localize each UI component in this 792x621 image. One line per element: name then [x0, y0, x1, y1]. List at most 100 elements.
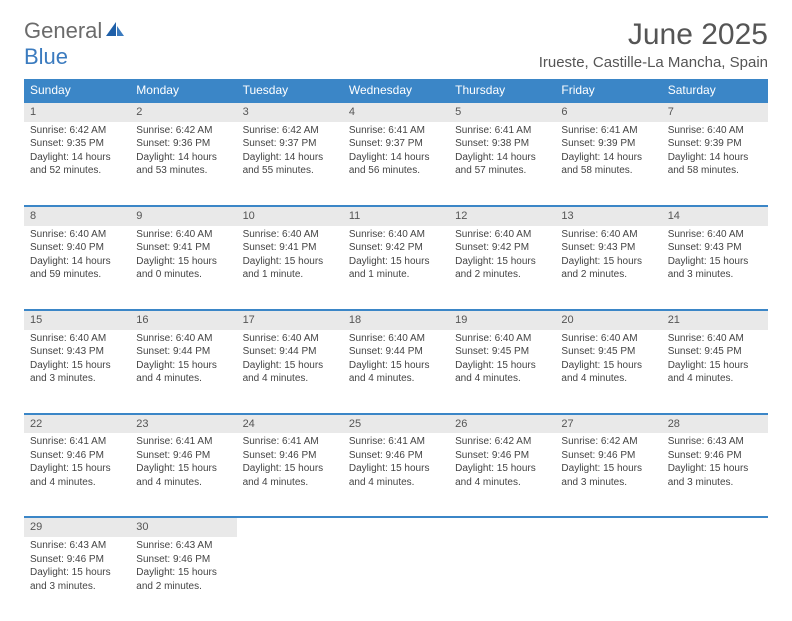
daylight-text: and 2 minutes.	[136, 580, 230, 594]
day-number-cell: 3	[237, 102, 343, 122]
day-cell: Sunrise: 6:40 AMSunset: 9:45 PMDaylight:…	[449, 330, 555, 414]
day-cell: Sunrise: 6:42 AMSunset: 9:46 PMDaylight:…	[449, 433, 555, 517]
day-cell: Sunrise: 6:41 AMSunset: 9:39 PMDaylight:…	[555, 122, 661, 206]
daylight-text: and 4 minutes.	[668, 372, 762, 386]
day-number-cell: 23	[130, 414, 236, 434]
sunset-text: Sunset: 9:46 PM	[349, 449, 443, 463]
day-cell: Sunrise: 6:40 AMSunset: 9:40 PMDaylight:…	[24, 226, 130, 310]
daylight-text: and 0 minutes.	[136, 268, 230, 282]
daylight-text: and 3 minutes.	[561, 476, 655, 490]
day-cell	[662, 537, 768, 621]
daylight-text: and 4 minutes.	[243, 372, 337, 386]
day-number-cell: 16	[130, 310, 236, 330]
day-cell: Sunrise: 6:40 AMSunset: 9:44 PMDaylight:…	[343, 330, 449, 414]
sunset-text: Sunset: 9:46 PM	[136, 553, 230, 567]
sunset-text: Sunset: 9:44 PM	[243, 345, 337, 359]
day-number-cell	[237, 517, 343, 537]
day-cell: Sunrise: 6:42 AMSunset: 9:46 PMDaylight:…	[555, 433, 661, 517]
sunrise-text: Sunrise: 6:40 AM	[455, 228, 549, 242]
weekday-header: Thursday	[449, 79, 555, 102]
day-cell	[237, 537, 343, 621]
day-number-cell: 12	[449, 206, 555, 226]
day-content-row: Sunrise: 6:40 AMSunset: 9:43 PMDaylight:…	[24, 330, 768, 414]
month-title: June 2025	[539, 18, 768, 52]
daylight-text: Daylight: 14 hours	[136, 151, 230, 165]
day-number-cell: 21	[662, 310, 768, 330]
day-number-cell: 9	[130, 206, 236, 226]
daylight-text: and 1 minute.	[243, 268, 337, 282]
sunrise-text: Sunrise: 6:42 AM	[243, 124, 337, 138]
day-number-cell	[662, 517, 768, 537]
day-cell: Sunrise: 6:40 AMSunset: 9:45 PMDaylight:…	[662, 330, 768, 414]
day-number-cell: 13	[555, 206, 661, 226]
day-number-cell	[343, 517, 449, 537]
daylight-text: and 4 minutes.	[561, 372, 655, 386]
sunset-text: Sunset: 9:39 PM	[561, 137, 655, 151]
day-cell: Sunrise: 6:43 AMSunset: 9:46 PMDaylight:…	[130, 537, 236, 621]
day-cell: Sunrise: 6:41 AMSunset: 9:46 PMDaylight:…	[237, 433, 343, 517]
daylight-text: and 4 minutes.	[136, 476, 230, 490]
sunset-text: Sunset: 9:45 PM	[561, 345, 655, 359]
sunset-text: Sunset: 9:46 PM	[30, 553, 124, 567]
sunset-text: Sunset: 9:46 PM	[30, 449, 124, 463]
daylight-text: and 4 minutes.	[455, 372, 549, 386]
weekday-header: Tuesday	[237, 79, 343, 102]
sunset-text: Sunset: 9:45 PM	[455, 345, 549, 359]
sunrise-text: Sunrise: 6:43 AM	[136, 539, 230, 553]
daylight-text: Daylight: 15 hours	[561, 462, 655, 476]
daylight-text: and 2 minutes.	[561, 268, 655, 282]
daylight-text: Daylight: 15 hours	[455, 255, 549, 269]
day-number-cell: 1	[24, 102, 130, 122]
sunset-text: Sunset: 9:43 PM	[668, 241, 762, 255]
day-content-row: Sunrise: 6:42 AMSunset: 9:35 PMDaylight:…	[24, 122, 768, 206]
sunrise-text: Sunrise: 6:40 AM	[30, 228, 124, 242]
day-number-cell: 19	[449, 310, 555, 330]
title-block: June 2025 Irueste, Castille-La Mancha, S…	[539, 18, 768, 71]
day-cell: Sunrise: 6:43 AMSunset: 9:46 PMDaylight:…	[662, 433, 768, 517]
daylight-text: and 3 minutes.	[668, 476, 762, 490]
sunset-text: Sunset: 9:37 PM	[243, 137, 337, 151]
sunset-text: Sunset: 9:37 PM	[349, 137, 443, 151]
sunrise-text: Sunrise: 6:40 AM	[136, 332, 230, 346]
day-number-cell	[449, 517, 555, 537]
daylight-text: and 4 minutes.	[243, 476, 337, 490]
day-cell: Sunrise: 6:40 AMSunset: 9:41 PMDaylight:…	[130, 226, 236, 310]
header: General Blue June 2025 Irueste, Castille…	[24, 18, 768, 71]
sunset-text: Sunset: 9:42 PM	[349, 241, 443, 255]
sunrise-text: Sunrise: 6:40 AM	[243, 332, 337, 346]
sunrise-text: Sunrise: 6:41 AM	[136, 435, 230, 449]
day-content-row: Sunrise: 6:40 AMSunset: 9:40 PMDaylight:…	[24, 226, 768, 310]
daylight-text: and 2 minutes.	[455, 268, 549, 282]
weekday-header: Wednesday	[343, 79, 449, 102]
day-content-row: Sunrise: 6:41 AMSunset: 9:46 PMDaylight:…	[24, 433, 768, 517]
daylight-text: Daylight: 15 hours	[561, 255, 655, 269]
sunrise-text: Sunrise: 6:40 AM	[668, 332, 762, 346]
day-number-row: 1234567	[24, 102, 768, 122]
sunrise-text: Sunrise: 6:41 AM	[243, 435, 337, 449]
sunset-text: Sunset: 9:38 PM	[455, 137, 549, 151]
sunrise-text: Sunrise: 6:41 AM	[349, 435, 443, 449]
daylight-text: Daylight: 15 hours	[349, 359, 443, 373]
sunrise-text: Sunrise: 6:41 AM	[30, 435, 124, 449]
day-number-cell: 14	[662, 206, 768, 226]
daylight-text: Daylight: 15 hours	[668, 255, 762, 269]
day-number-cell: 8	[24, 206, 130, 226]
daylight-text: Daylight: 14 hours	[243, 151, 337, 165]
calendar-table: Sunday Monday Tuesday Wednesday Thursday…	[24, 79, 768, 621]
day-number-cell: 2	[130, 102, 236, 122]
logo: General Blue	[24, 18, 126, 70]
daylight-text: and 59 minutes.	[30, 268, 124, 282]
logo-text-blue: Blue	[24, 44, 68, 69]
day-number-cell: 10	[237, 206, 343, 226]
daylight-text: Daylight: 14 hours	[30, 151, 124, 165]
daylight-text: Daylight: 15 hours	[30, 566, 124, 580]
daylight-text: Daylight: 14 hours	[668, 151, 762, 165]
sunset-text: Sunset: 9:45 PM	[668, 345, 762, 359]
day-cell: Sunrise: 6:40 AMSunset: 9:45 PMDaylight:…	[555, 330, 661, 414]
day-cell: Sunrise: 6:41 AMSunset: 9:37 PMDaylight:…	[343, 122, 449, 206]
daylight-text: Daylight: 14 hours	[455, 151, 549, 165]
day-number-cell	[555, 517, 661, 537]
daylight-text: Daylight: 15 hours	[136, 462, 230, 476]
daylight-text: and 1 minute.	[349, 268, 443, 282]
daylight-text: and 4 minutes.	[136, 372, 230, 386]
